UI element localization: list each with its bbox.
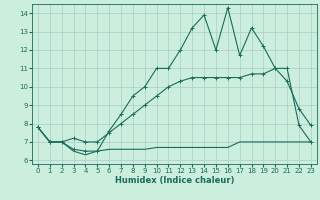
X-axis label: Humidex (Indice chaleur): Humidex (Indice chaleur)	[115, 176, 234, 185]
